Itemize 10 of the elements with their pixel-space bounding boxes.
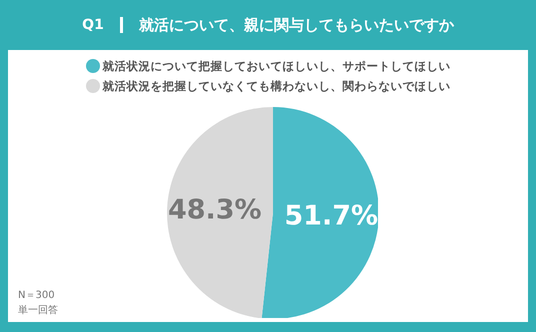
data-label: 51.7%	[284, 200, 378, 232]
pie-slice	[262, 107, 378, 318]
text: N＝300	[18, 289, 56, 303]
text: 単一回答	[18, 304, 58, 318]
chart-title: Q1	[82, 17, 104, 33]
data-label: 48.3%	[168, 194, 262, 226]
chart-subtitle: 就活について、親に関与してもらいたいですか	[138, 16, 454, 34]
legend-label: 就活状況について把握しておいてほしいし、サポートしてほしい	[102, 58, 450, 74]
legend-label: 就活状況を把握していなくても構わないし、関わらないでほしい	[102, 78, 450, 94]
pie-slice	[167, 107, 273, 318]
